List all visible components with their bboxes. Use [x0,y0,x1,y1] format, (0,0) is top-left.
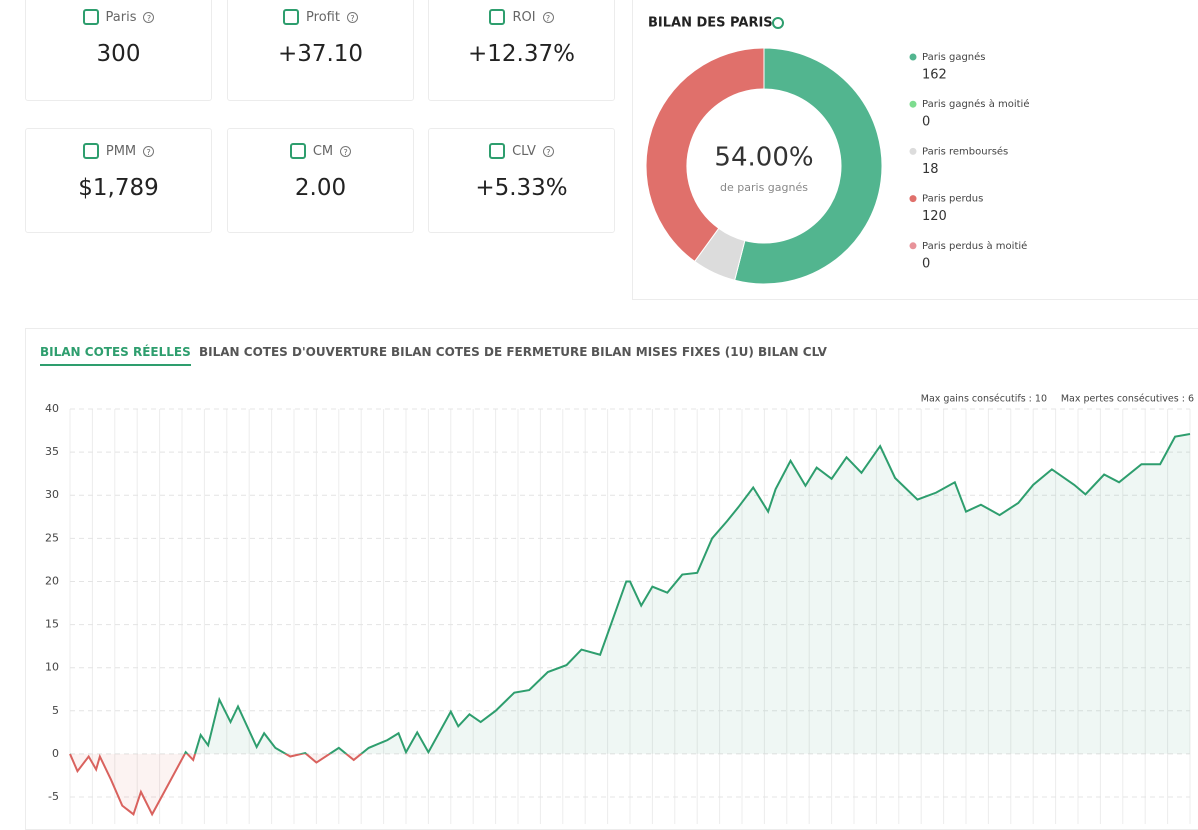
stat-icon [283,9,300,25]
legend-value: 162 [922,68,947,83]
stat-label-row: CLV? [429,143,614,159]
legend-label: Paris perdus [922,194,983,205]
stat-label: PMM [105,143,137,159]
stat-label: Profit [306,9,340,25]
stat-card: CM? 2.00 [227,128,414,233]
help-icon: ? [143,145,155,157]
annotation: Max pertes consécutives : 6 [1061,394,1194,405]
stat-label-row: PMM? [26,143,211,159]
tab[interactable]: BILAN CLV [758,345,827,359]
donut-center-value: 54.00% [714,143,813,173]
y-tick-label: 0 [52,747,59,760]
area-negative [70,753,362,815]
tab[interactable]: BILAN COTES RÉELLES [40,345,191,366]
stat-icon [82,9,99,25]
stat-value: 300 [96,41,141,67]
legend-swatch [909,147,917,155]
legend-value: 0 [922,256,930,271]
stat-card: ROI? +12.37% [428,0,615,101]
legend-value: 0 [922,115,930,130]
settings-icon [772,17,784,29]
legend-label: Paris remboursés [922,145,1008,157]
stat-icon [489,9,506,25]
y-tick-label: 30 [45,488,59,501]
stat-card: Paris? 300 [25,0,212,101]
stat-label-row: CM? [228,143,413,159]
stat-label: ROI [512,9,536,25]
stat-value: 2.00 [294,175,347,201]
annotation: Max gains consécutifs : 10 [921,394,1047,405]
stat-icon [82,143,99,159]
stat-label: CM [312,143,334,159]
help-icon: ? [346,11,358,23]
donut-title: BILAN DES PARIS [648,16,773,31]
donut-slice [645,47,765,263]
stat-value: $1,789 [78,175,159,201]
legend-label: Paris gagnés [922,51,986,63]
legend-swatch [909,195,917,203]
stat-label-row: Paris? [26,9,211,25]
donut-center-caption: de paris gagnés [720,181,808,194]
y-tick-label: 25 [45,531,59,544]
legend-swatch [909,53,917,61]
stat-card: Profit? +37.10 [227,0,414,101]
help-icon: ? [143,11,155,23]
tab[interactable]: BILAN COTES D'OUVERTURE [199,345,388,359]
chart-panel [25,328,1198,830]
area-positive [70,434,1190,754]
y-tick-label: -5 [48,790,59,803]
stat-value: +37.10 [277,41,364,67]
legend-value: 120 [922,209,947,224]
stat-card: CLV? +5.33% [428,128,615,233]
help-icon: ? [340,145,352,157]
stat-label-row: Profit? [228,9,413,25]
stat-value: +12.37% [468,41,575,67]
y-tick-label: 15 [45,618,59,631]
stat-icon [489,143,506,159]
line-positive [69,433,1191,754]
stat-value: +5.33% [475,175,568,201]
help-icon: ? [542,11,554,23]
y-tick-label: 35 [45,445,59,458]
y-tick-label: 5 [52,704,59,717]
tab[interactable]: BILAN MISES FIXES (1U) [591,345,754,359]
help-icon: ? [542,145,554,157]
legend-label: Paris gagnés à moitié [922,98,1030,110]
legend-label: Paris perdus à moitié [922,240,1027,252]
stat-label-row: ROI? [429,9,614,25]
stat-card: PMM? $1,789 [25,128,212,233]
legend-value: 18 [922,162,939,177]
y-tick-label: 10 [45,661,59,674]
legend-swatch [909,100,917,108]
stat-icon [289,143,306,159]
y-tick-label: 20 [45,574,59,587]
legend-swatch [909,242,917,250]
tab[interactable]: BILAN COTES DE FERMETURE [391,345,588,359]
stat-label: Paris [105,9,137,25]
y-tick-label: 40 [45,402,59,415]
stat-label: CLV [512,143,536,159]
donut-slice [734,47,883,285]
